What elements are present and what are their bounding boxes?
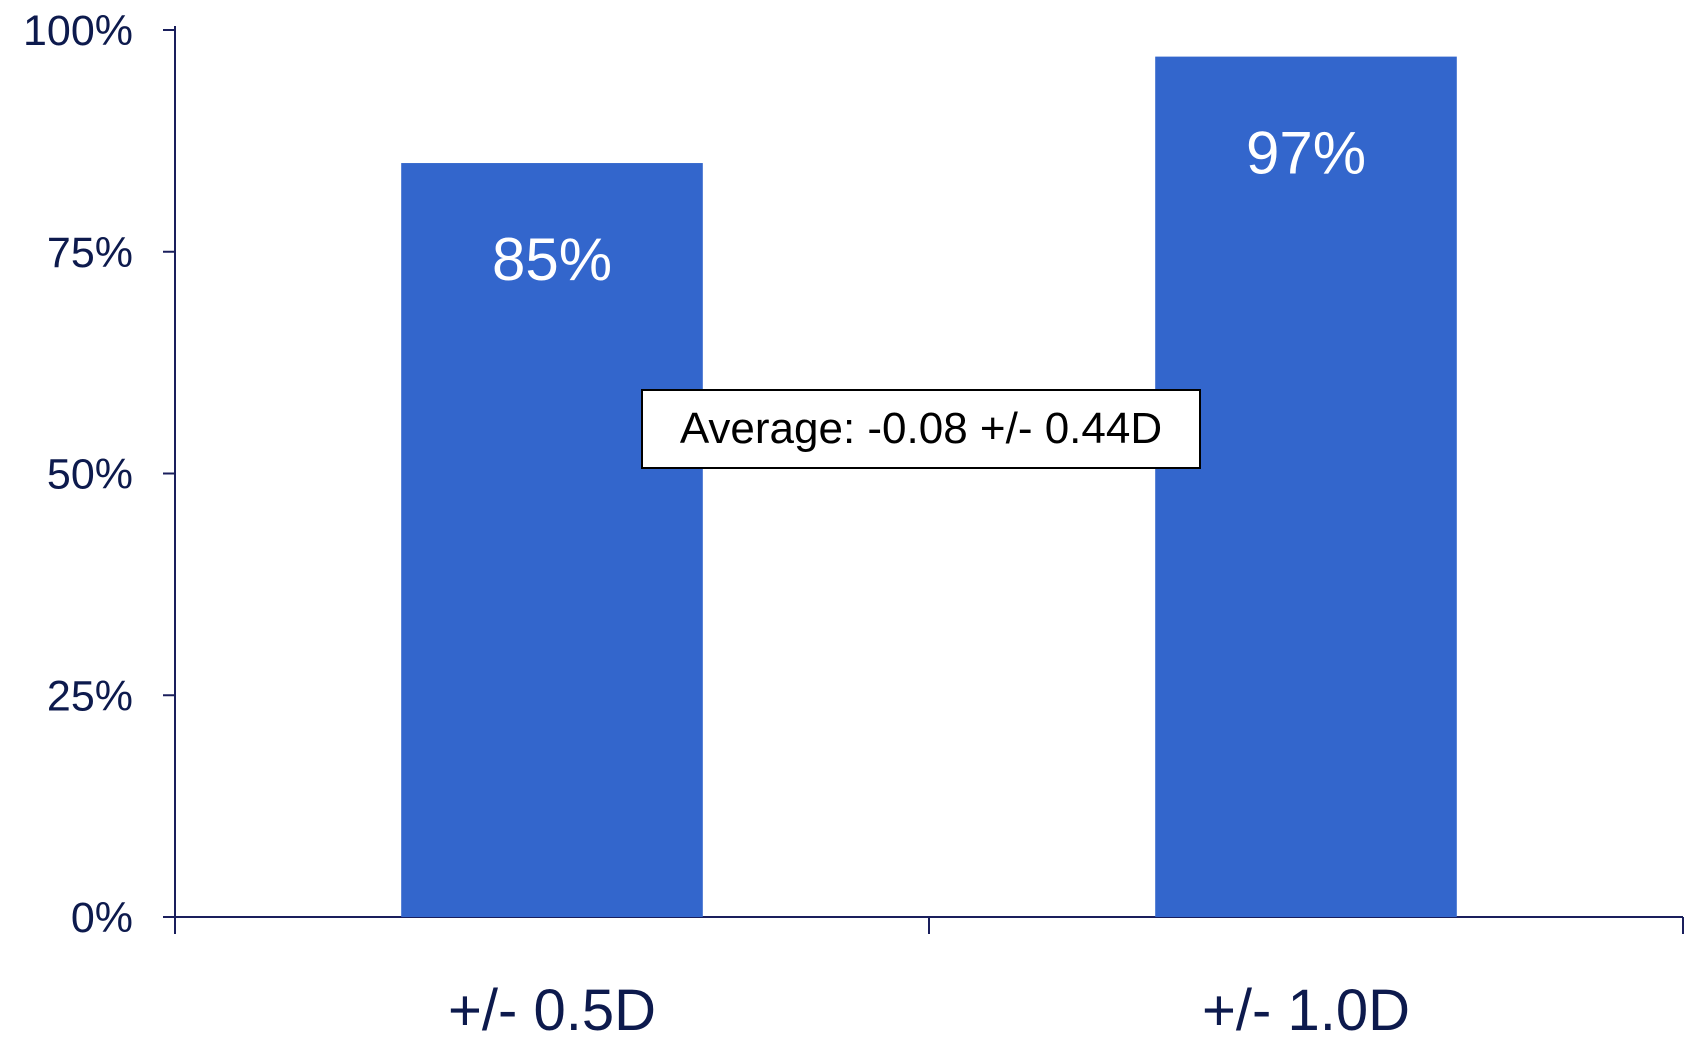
x-category-label: +/- 0.5D [448,978,656,1034]
bar-value-labels: 85% 97% [492,120,1366,293]
bar-2 [1155,56,1457,918]
y-tick-label: 75% [47,229,133,277]
bar-value-label: 97% [1246,120,1366,187]
y-tick-label: 25% [47,672,133,720]
y-axis: 0% 25% 50% 75% 100% [23,7,176,942]
average-annotation: Average: -0.08 +/- 0.44D [641,389,1201,469]
y-tick-label: 100% [23,7,133,55]
bar-1 [401,163,703,918]
x-axis: +/- 0.5D +/- 1.0D [174,916,1684,1039]
bars [401,56,1457,918]
y-tick-label: 50% [47,451,133,499]
y-tick-label: 0% [71,894,133,942]
x-category-label: +/- 1.0D [1202,978,1410,1034]
bar-value-label: 85% [492,226,612,293]
